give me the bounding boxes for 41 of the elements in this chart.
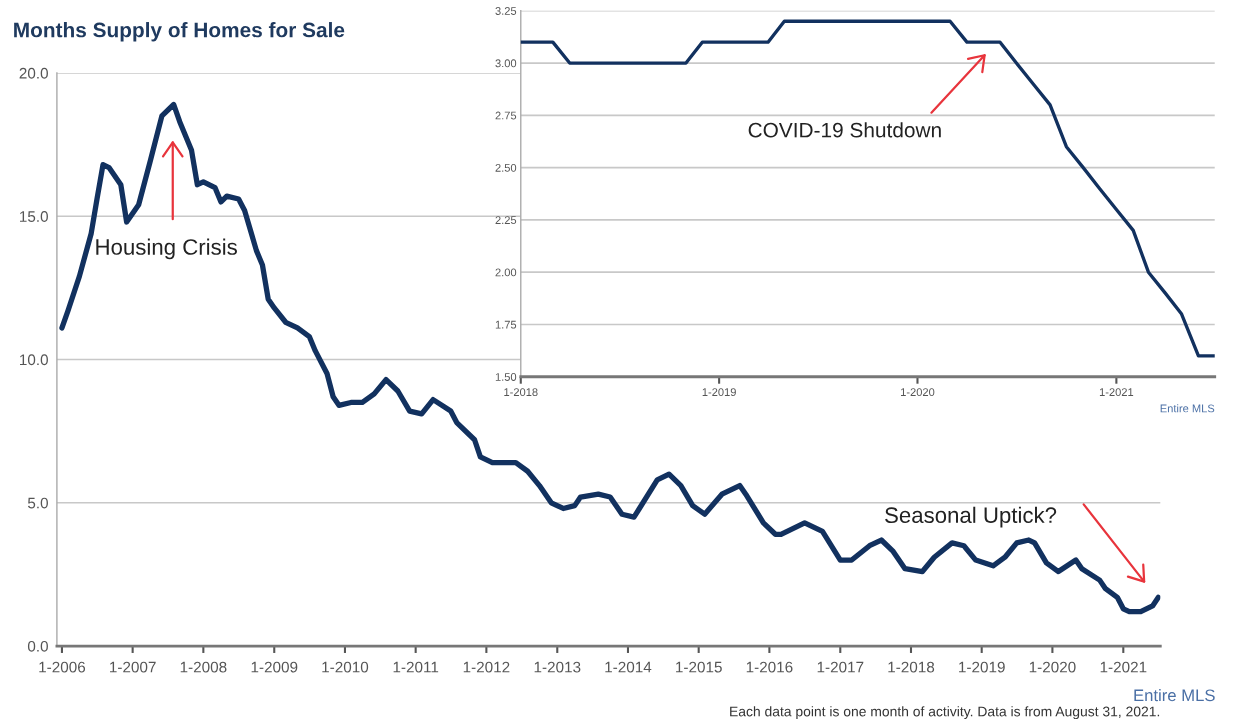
annotation: Seasonal Uptick? — [885, 506, 1057, 528]
x-tick-label: 1-2008 — [180, 661, 227, 673]
x-tick-label: 1-2016 — [746, 661, 793, 673]
y-tick-label: 20.0 — [19, 67, 48, 79]
annotation: COVID-19 Shutdown — [748, 122, 941, 138]
text: Entire MLS — [1134, 689, 1215, 702]
annotation: Housing Crisis — [96, 238, 237, 260]
y-tick-label: 15.0 — [20, 211, 48, 222]
y-tick-label: 2.00 — [495, 268, 517, 277]
y-tick-label: 0.0 — [27, 640, 48, 652]
x-tick-label: 1-2021 — [1100, 661, 1147, 673]
x-tick-label: 1-2020 — [901, 388, 935, 397]
line-series — [520, 19, 1215, 358]
annotation: Entire MLS — [1160, 404, 1215, 413]
text: Each data point is one month of activity. Data is from August 31, 2021. — [730, 706, 1160, 719]
x-tick-label: 1-2018 — [504, 388, 538, 397]
y-tick-label: 5.0 — [27, 497, 48, 509]
x-tick-label: 1-2012 — [463, 661, 510, 673]
x-tick-label: 1-2019 — [959, 661, 1005, 673]
y-tick-label: 10.0 — [20, 354, 48, 366]
x-tick-label: 1-2011 — [393, 661, 439, 673]
x-tick-label: 1-2014 — [605, 661, 652, 673]
y-tick-label: 2.25 — [495, 216, 517, 225]
x-tick-label: 1-2007 — [110, 661, 156, 673]
y-tick-label: 3.25 — [495, 7, 517, 15]
y-tick-label: 2.75 — [495, 111, 517, 120]
x-tick-label: 1-2015 — [676, 661, 722, 673]
y-tick-label: 2.50 — [495, 163, 517, 172]
x-tick-label: 1-2018 — [888, 661, 935, 673]
x-tick-label: 1-2019 — [702, 388, 736, 397]
y-tick-label: 3.00 — [495, 59, 517, 68]
x-tick-label: 1-2006 — [39, 661, 86, 673]
chart-title: Months Supply of Homes for Sale — [14, 22, 345, 42]
x-tick-label: 1-2010 — [322, 661, 369, 673]
y-tick-label: 1.50 — [495, 373, 517, 381]
x-tick-label: 1-2020 — [1029, 661, 1076, 673]
x-tick-label: 1-2017 — [817, 661, 864, 673]
x-tick-label: 1-2013 — [534, 661, 581, 673]
x-tick-label: 1-2009 — [251, 661, 298, 673]
x-tick-label: 1-2021 — [1099, 388, 1134, 397]
y-tick-label: 1.75 — [495, 320, 517, 329]
